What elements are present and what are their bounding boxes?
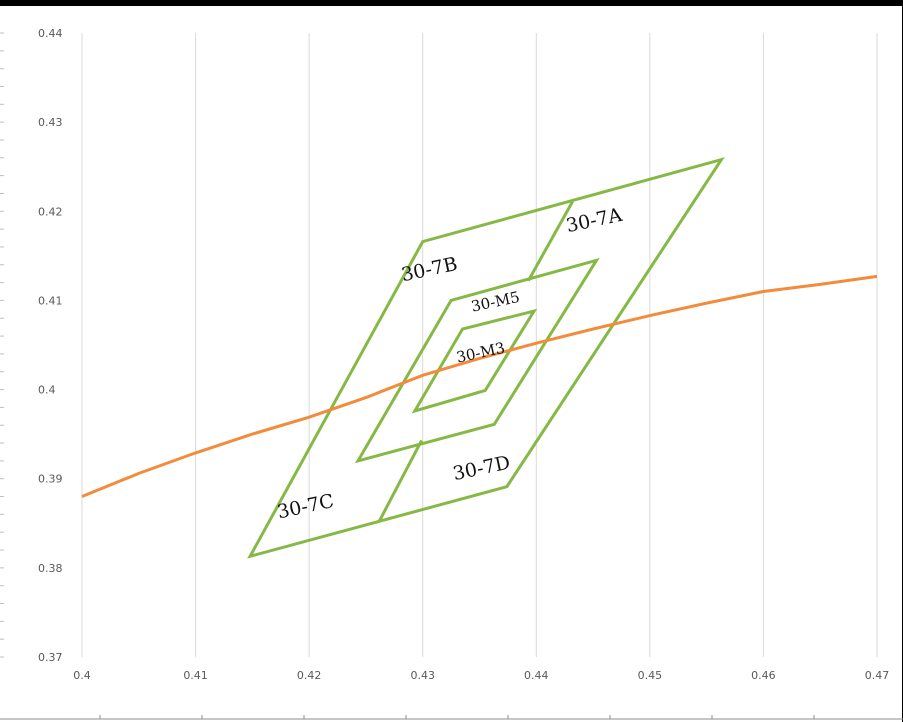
curve-series bbox=[81, 274, 878, 498]
x-tick-label: 0.4 bbox=[73, 669, 91, 682]
x-tick-label: 0.47 bbox=[865, 669, 890, 682]
x-tick-labels: 0.4 0.41 0.42 0.43 0.44 0.45 0.46 0.47 bbox=[73, 669, 889, 682]
y-tick-labels: 0.37 0.38 0.39 0.4 0.41 0.42 0.43 0.44 bbox=[38, 27, 63, 664]
region-outlines bbox=[247, 157, 725, 559]
x-tick-label: 0.44 bbox=[524, 669, 549, 682]
grid-lines bbox=[81, 33, 878, 657]
y-tick-label: 0.42 bbox=[38, 205, 63, 218]
x-tick-label: 0.45 bbox=[638, 669, 663, 682]
y-tick-label: 0.41 bbox=[38, 294, 63, 307]
y-tick-label: 0.39 bbox=[38, 473, 63, 486]
y-tick-label: 0.43 bbox=[38, 116, 63, 129]
region-inner bbox=[411, 308, 538, 414]
y-tick-label: 0.38 bbox=[38, 562, 63, 575]
y-tick-label: 0.37 bbox=[38, 651, 63, 664]
y-tick-label: 0.44 bbox=[38, 27, 63, 40]
x-tick-label: 0.43 bbox=[410, 669, 435, 682]
region-middle bbox=[354, 257, 600, 464]
region-divider-top bbox=[526, 200, 574, 282]
region-divider-bottom bbox=[378, 439, 423, 522]
x-tick-label: 0.41 bbox=[183, 669, 208, 682]
x-tick-label: 0.42 bbox=[297, 669, 322, 682]
y-tick-label: 0.4 bbox=[38, 384, 56, 397]
region-outer bbox=[247, 157, 725, 559]
axis-tick-marks bbox=[0, 32, 815, 719]
x-tick-label: 0.46 bbox=[751, 669, 776, 682]
